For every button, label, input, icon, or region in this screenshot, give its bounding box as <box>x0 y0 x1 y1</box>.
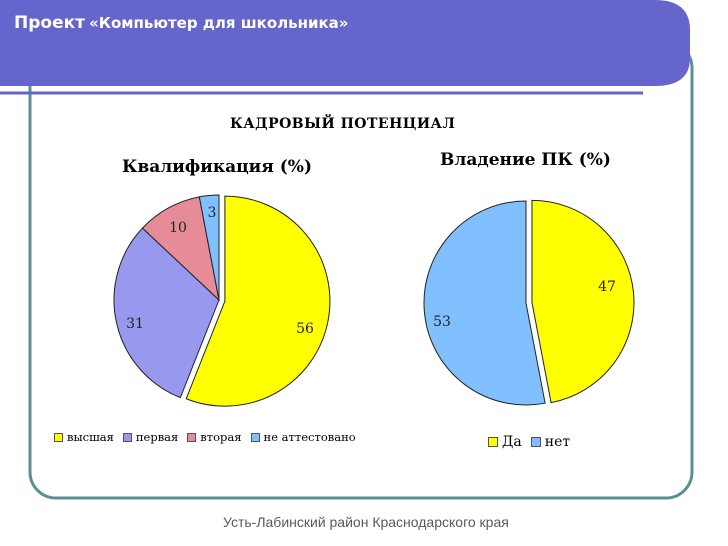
legend-swatch <box>187 432 197 442</box>
data-label: 31 <box>126 316 144 332</box>
data-label: 53 <box>433 314 451 330</box>
data-label: 3 <box>208 205 217 221</box>
pie-slice-1 <box>531 199 635 404</box>
pie-slice-1 <box>185 195 331 407</box>
legend-label: не аттестовано <box>263 430 356 444</box>
data-label: 10 <box>169 220 187 236</box>
data-label: 56 <box>296 321 314 337</box>
footer-text: Усть-Лабинский район Краснодарского края <box>223 514 509 530</box>
slide-title: Проект «Компьютер для школьника» <box>14 13 348 33</box>
project-label: Проект <box>14 13 85 33</box>
project-name: «Компьютер для школьника» <box>89 14 349 32</box>
legend-swatch <box>250 432 260 442</box>
legend-swatch <box>122 432 132 442</box>
pie-chart-pc-skills: 47 53 <box>423 199 635 406</box>
main-title: КАДРОВЫЙ ПОТЕНЦИАЛ <box>230 116 456 132</box>
legend-qualification: высшая первая вторая не аттестовано <box>54 430 365 444</box>
pie-slice-2 <box>423 200 546 406</box>
legend-label: высшая <box>67 430 114 444</box>
legend-swatch <box>54 432 63 442</box>
legend-label: вторая <box>200 430 242 444</box>
pie-chart-qualification: 56 31 10 3 <box>113 194 331 407</box>
legend-label: Да <box>502 434 522 450</box>
title-banner <box>0 0 690 86</box>
legend-pc-skills: Да нет <box>488 434 579 450</box>
legend-item: высшая <box>54 430 114 444</box>
data-label: 47 <box>598 279 616 295</box>
pie-slice-2 <box>113 227 220 399</box>
legend-label: первая <box>135 430 179 444</box>
legend-swatch <box>530 437 541 447</box>
legend-item: Да <box>488 434 522 450</box>
legend-item: нет <box>530 434 571 450</box>
legend-label: нет <box>544 434 571 450</box>
pie-slice-4 <box>198 194 220 301</box>
chart-title-qualification: Квалификация (%) <box>122 157 313 177</box>
chart-title-pc-skills: Владение ПК (%) <box>440 150 611 170</box>
legend-item: вторая <box>187 430 242 444</box>
legend-item: не аттестовано <box>250 430 356 444</box>
legend-swatch <box>488 437 498 447</box>
legend-item: первая <box>122 430 179 444</box>
